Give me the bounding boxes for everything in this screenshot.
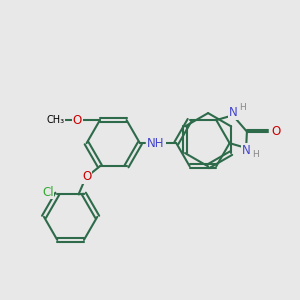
Text: N: N <box>228 106 237 119</box>
Text: NH: NH <box>147 137 165 150</box>
Text: N: N <box>242 144 250 157</box>
Text: Cl: Cl <box>42 186 53 199</box>
Text: O: O <box>271 125 280 138</box>
Text: H: H <box>238 103 245 112</box>
Text: CH₃: CH₃ <box>46 115 64 125</box>
Text: O: O <box>82 170 91 183</box>
Text: O: O <box>73 114 82 127</box>
Text: H: H <box>252 150 259 159</box>
